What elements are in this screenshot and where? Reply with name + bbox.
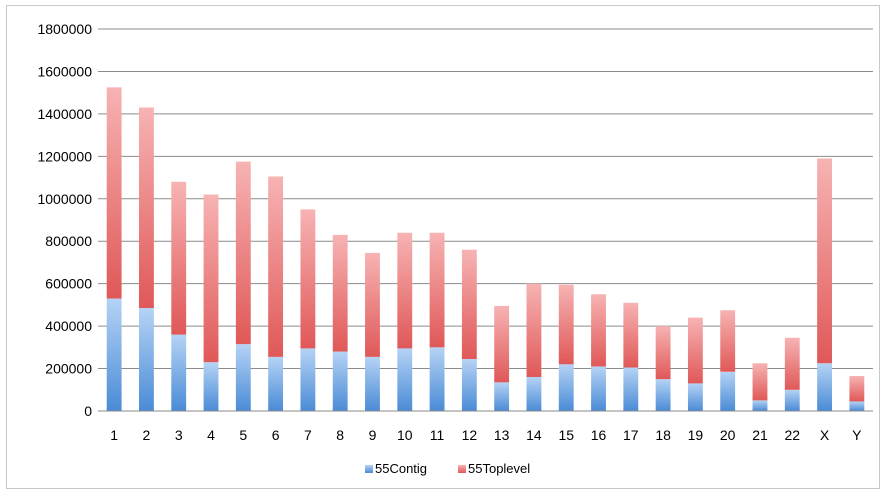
- bar-55toplevel-19: [687, 317, 703, 384]
- bar-55toplevel-20: [720, 310, 736, 372]
- x-tick-label: 16: [591, 427, 607, 443]
- y-tick-label: 600000: [45, 276, 92, 292]
- x-tick-label: 18: [655, 427, 671, 443]
- bar-55toplevel-2: [139, 107, 154, 309]
- x-tick-label: 3: [175, 427, 183, 443]
- bar-55toplevel-5: [235, 161, 251, 345]
- legend-swatch-55contig: [365, 465, 373, 473]
- bar-55toplevel-10: [397, 232, 413, 349]
- bars: [106, 87, 865, 411]
- bar-55contig-x: [817, 363, 832, 411]
- bar-55toplevel-22: [784, 337, 800, 390]
- y-tick-label: 800000: [45, 233, 92, 249]
- bar-55contig-13: [494, 382, 510, 411]
- bar-55contig-1: [106, 298, 122, 411]
- legend-label-55contig: 55Contig: [375, 461, 427, 476]
- x-tick-label: 5: [239, 427, 247, 443]
- bar-55contig-19: [687, 383, 703, 411]
- x-tick-label: 8: [336, 427, 344, 443]
- bar-55contig-6: [268, 356, 284, 411]
- bar-55contig-3: [171, 334, 187, 411]
- bar-55toplevel-11: [429, 232, 445, 348]
- bar-55contig-16: [591, 366, 606, 411]
- x-tick-label: 9: [369, 427, 377, 443]
- bar-55toplevel-3: [171, 181, 187, 335]
- bar-55contig-12: [461, 359, 477, 411]
- bar-55contig-14: [526, 377, 542, 411]
- x-tick-label: 2: [143, 427, 151, 443]
- bar-55toplevel-1: [106, 87, 122, 299]
- bar-55toplevel-18: [655, 326, 671, 380]
- x-tick-label: X: [820, 427, 830, 443]
- bar-55toplevel-14: [526, 283, 542, 378]
- bar-55toplevel-12: [461, 249, 477, 360]
- x-tick-label: 14: [526, 427, 542, 443]
- x-tick-label: 11: [430, 427, 445, 443]
- y-tick-label: 1600000: [37, 63, 92, 79]
- x-tick-label: 6: [272, 427, 280, 443]
- bar-55contig-4: [203, 362, 219, 411]
- bar-55toplevel-4: [203, 194, 219, 363]
- x-tick-label: 4: [207, 427, 215, 443]
- bar-55toplevel-15: [558, 284, 574, 365]
- x-tick-label: 17: [623, 427, 639, 443]
- gridlines: [98, 28, 873, 370]
- bar-55toplevel-13: [494, 305, 510, 383]
- chart-frame: 0 200000 400000 600000 800000 1000000 1200000 1…: [6, 5, 880, 489]
- bar-55contig-15: [558, 364, 574, 411]
- stacked-bar-chart: 0 200000 400000 600000 800000 1000000 1200000 1…: [37, 21, 873, 476]
- y-tick-label: 200000: [45, 361, 92, 377]
- bar-55contig-10: [397, 348, 413, 411]
- x-tick-labels: 1 2 3 4 5 6 7 8 9 10 11 12 13 14 15 16 17 18 19 20 21 22 X Y: [110, 427, 862, 443]
- bar-55toplevel-9: [365, 252, 380, 357]
- bar-55contig-18: [655, 379, 671, 411]
- y-tick-label: 0: [84, 403, 92, 419]
- x-tick-label: 20: [720, 427, 736, 443]
- bar-55toplevel-6: [268, 176, 284, 357]
- bar-55contig-20: [720, 371, 736, 411]
- bar-55contig-11: [429, 347, 445, 411]
- y-tick-labels: 0 200000 400000 600000 800000 1000000 1200000 1…: [37, 21, 92, 419]
- legend-label-55toplevel: 55Toplevel: [468, 461, 530, 476]
- bar-55contig-2: [139, 308, 154, 411]
- x-tick-label: 12: [462, 427, 478, 443]
- bar-55contig-17: [623, 367, 639, 411]
- x-tick-label: Y: [852, 427, 862, 443]
- bar-55toplevel-21: [752, 363, 768, 401]
- y-tick-label: 400000: [45, 318, 92, 334]
- x-tick-label: 19: [688, 427, 704, 443]
- bar-55contig-5: [235, 344, 251, 411]
- x-tick-label: 7: [304, 427, 312, 443]
- y-tick-label: 1400000: [37, 106, 92, 122]
- legend: 55Contig 55Toplevel: [365, 461, 530, 476]
- bar-55contig-8: [332, 351, 348, 411]
- x-tick-label: 13: [494, 427, 510, 443]
- x-tick-label: 15: [558, 427, 574, 443]
- bar-55contig-9: [365, 356, 380, 411]
- x-tick-label: 22: [784, 427, 800, 443]
- bar-55toplevel-x: [817, 158, 832, 364]
- bar-55toplevel-7: [300, 209, 316, 349]
- y-tick-label: 1200000: [37, 148, 92, 164]
- x-tick-label: 1: [110, 427, 118, 443]
- bar-55toplevel-y: [849, 375, 865, 402]
- bar-55contig-y: [849, 401, 865, 411]
- bar-55toplevel-16: [591, 294, 606, 367]
- y-tick-label: 1000000: [37, 191, 92, 207]
- x-tick-label: 10: [397, 427, 413, 443]
- bar-55toplevel-8: [332, 234, 348, 352]
- x-tick-label: 21: [752, 427, 768, 443]
- bar-55contig-21: [752, 400, 768, 411]
- legend-swatch-55toplevel: [458, 465, 466, 473]
- bar-55contig-22: [784, 389, 800, 411]
- bar-55contig-7: [300, 348, 316, 411]
- bar-55toplevel-17: [623, 302, 639, 368]
- y-tick-label: 1800000: [37, 21, 92, 37]
